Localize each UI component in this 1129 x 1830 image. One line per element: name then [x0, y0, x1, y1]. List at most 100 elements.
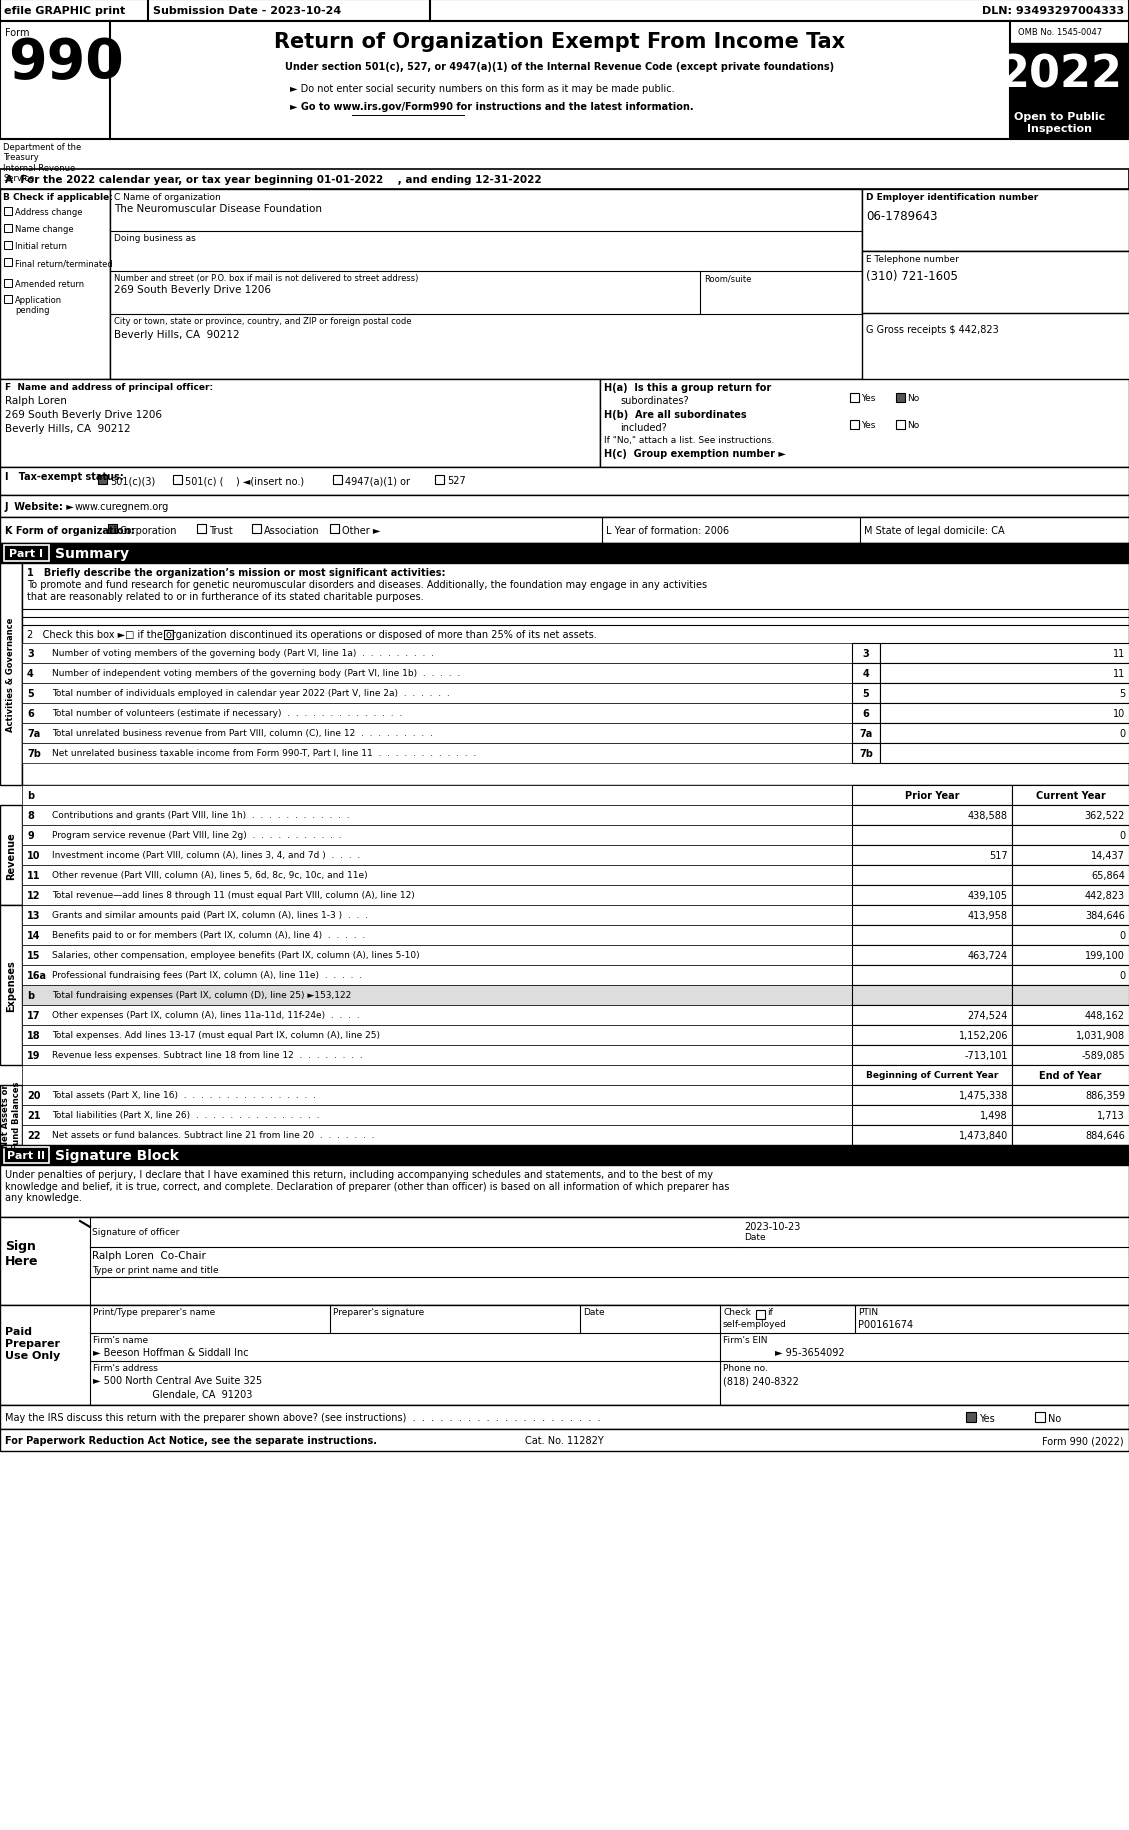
Text: Date: Date [744, 1232, 765, 1241]
Bar [0, 496, 1129, 518]
Bar [173, 476, 182, 485]
Bar [5, 280, 12, 287]
Text: 274,524: 274,524 [968, 1010, 1008, 1021]
Bar [0, 381, 599, 468]
Text: Firm's EIN: Firm's EIN [723, 1336, 768, 1345]
Text: Ralph Loren: Ralph Loren [5, 395, 67, 406]
Bar [21, 966, 852, 986]
Bar [1012, 785, 1129, 805]
Bar [852, 845, 1012, 866]
Bar [21, 723, 852, 743]
Bar [21, 1025, 852, 1045]
Bar [852, 1065, 1012, 1085]
Bar [0, 544, 1129, 564]
Bar [21, 825, 852, 845]
Bar [1012, 926, 1129, 946]
Text: Net unrelated business taxable income from Form 990-T, Part I, line 11  .  .  . : Net unrelated business taxable income fr… [52, 748, 476, 758]
Bar [1010, 44, 1129, 106]
Text: Cat. No. 11282Y: Cat. No. 11282Y [525, 1435, 604, 1446]
Bar [1012, 1025, 1129, 1045]
Text: 4: 4 [27, 668, 34, 679]
Bar [852, 785, 1012, 805]
Bar [852, 1085, 1012, 1105]
Text: Expenses: Expenses [6, 959, 16, 1012]
Bar [852, 723, 879, 743]
Text: ► Beeson Hoffman & Siddall Inc: ► Beeson Hoffman & Siddall Inc [93, 1347, 248, 1358]
Text: 22: 22 [27, 1131, 41, 1140]
Bar [0, 22, 1129, 139]
Bar [1012, 986, 1129, 1005]
Text: 442,823: 442,823 [1085, 891, 1124, 900]
Text: 11: 11 [27, 871, 41, 880]
Text: Total revenue—add lines 8 through 11 (must equal Part VIII, column (A), line 12): Total revenue—add lines 8 through 11 (mu… [52, 891, 414, 900]
Bar [0, 190, 110, 381]
Bar [1012, 1065, 1129, 1085]
Bar [852, 906, 1012, 926]
Bar [21, 1105, 852, 1125]
Bar [1012, 1045, 1129, 1065]
Text: Final return/terminated: Final return/terminated [15, 258, 113, 267]
Text: Ralph Loren  Co-Chair: Ralph Loren Co-Chair [91, 1250, 205, 1261]
Text: 06-1789643: 06-1789643 [866, 210, 937, 223]
Text: H(a)  Is this a group return for: H(a) Is this a group return for [604, 382, 771, 393]
Bar [21, 906, 852, 926]
Text: 463,724: 463,724 [968, 950, 1008, 961]
Bar [0, 1217, 1129, 1305]
Bar [852, 703, 879, 723]
Text: May the IRS discuss this return with the preparer shown above? (see instructions: May the IRS discuss this return with the… [5, 1413, 601, 1422]
Text: C Name of organization: C Name of organization [114, 192, 221, 201]
Bar [0, 1405, 1129, 1429]
Bar [1012, 886, 1129, 906]
Bar [5, 296, 12, 304]
Bar [0, 170, 1129, 190]
Text: Beginning of Current Year: Beginning of Current Year [866, 1071, 998, 1080]
Bar [879, 743, 1129, 763]
Text: Doing business as: Doing business as [114, 234, 195, 243]
Text: 448,162: 448,162 [1085, 1010, 1124, 1021]
Text: Department of the
Treasury
Internal Revenue
Service: Department of the Treasury Internal Reve… [3, 143, 81, 183]
Text: Part I: Part I [9, 549, 43, 558]
Text: Signature of officer: Signature of officer [91, 1228, 180, 1237]
Text: 15: 15 [27, 950, 41, 961]
Text: End of Year: End of Year [1040, 1071, 1102, 1080]
Bar [1035, 1413, 1045, 1422]
Bar [879, 684, 1129, 703]
Bar [879, 703, 1129, 723]
Text: 501(c)(3): 501(c)(3) [110, 476, 156, 485]
Text: Form: Form [5, 27, 29, 38]
Bar [852, 986, 1012, 1005]
Bar [850, 421, 859, 430]
Bar [21, 886, 852, 906]
Text: 4947(a)(1) or: 4947(a)(1) or [345, 476, 410, 485]
Text: 2   Check this box ►□ if the organization discontinued its operations or dispose: 2 Check this box ►□ if the organization … [27, 630, 597, 640]
Text: www.curegnem.org: www.curegnem.org [75, 501, 169, 512]
Text: OMB No. 1545-0047: OMB No. 1545-0047 [1018, 27, 1102, 37]
Text: 0: 0 [1119, 930, 1124, 941]
Bar [879, 664, 1129, 684]
Text: Activities & Governance: Activities & Governance [7, 617, 16, 732]
Text: 1,713: 1,713 [1097, 1111, 1124, 1120]
Text: 5: 5 [27, 688, 34, 699]
Text: 7b: 7b [859, 748, 873, 759]
Text: 269 South Beverly Drive 1206: 269 South Beverly Drive 1206 [114, 285, 271, 295]
Text: Other expenses (Part IX, column (A), lines 11a-11d, 11f-24e)  .  .  .  .: Other expenses (Part IX, column (A), lin… [52, 1010, 360, 1019]
Text: Total fundraising expenses (Part IX, column (D), line 25) ►153,122: Total fundraising expenses (Part IX, col… [52, 990, 351, 999]
Text: No: No [907, 421, 919, 430]
Text: Summary: Summary [55, 547, 129, 560]
Text: Professional fundraising fees (Part IX, column (A), line 11e)  .  .  .  .  .: Professional fundraising fees (Part IX, … [52, 970, 362, 979]
Bar [852, 684, 879, 703]
Text: ► Do not enter social security numbers on this form as it may be made public.: ► Do not enter social security numbers o… [290, 84, 675, 93]
Text: Part II: Part II [7, 1151, 45, 1160]
Text: Total unrelated business revenue from Part VIII, column (C), line 12  .  .  .  .: Total unrelated business revenue from Pa… [52, 728, 432, 737]
Bar [1012, 825, 1129, 845]
Text: 3: 3 [863, 648, 869, 659]
Bar [863, 253, 1129, 313]
Text: Address change: Address change [15, 209, 82, 218]
Text: Yes: Yes [979, 1413, 995, 1424]
Text: 17: 17 [27, 1010, 41, 1021]
Bar [896, 393, 905, 403]
Text: Room/suite: Room/suite [704, 274, 752, 284]
Text: Revenue less expenses. Subtract line 18 from line 12  .  .  .  .  .  .  .  .: Revenue less expenses. Subtract line 18 … [52, 1050, 362, 1060]
Bar [1012, 845, 1129, 866]
Text: Number and street (or P.O. box if mail is not delivered to street address): Number and street (or P.O. box if mail i… [114, 274, 419, 284]
